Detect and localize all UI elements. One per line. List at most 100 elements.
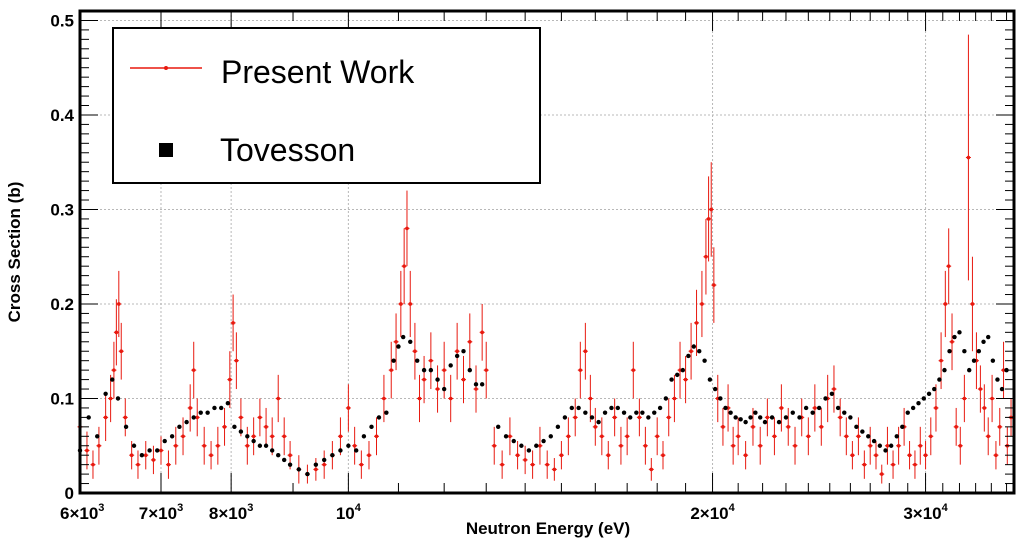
tovesson-point (576, 405, 581, 411)
x-tick-label-exponent: 4 (942, 502, 949, 514)
tovesson-point (269, 448, 275, 453)
x-tick-label-exponent: 3 (247, 502, 253, 514)
present-work-point (743, 453, 748, 457)
x-tick-label: 6×103 (60, 502, 104, 523)
present-work-point (694, 321, 699, 325)
present-work-point (1001, 368, 1006, 372)
x-tick-label: 2×104 (690, 502, 735, 523)
tovesson-point (926, 391, 932, 396)
tovesson-point (860, 429, 865, 434)
tovesson-point (999, 386, 1005, 392)
tovesson-point (346, 443, 351, 448)
tovesson-point (110, 377, 115, 382)
tovesson-point (816, 405, 822, 411)
present-work-point (655, 434, 659, 439)
present-work-point (786, 425, 791, 429)
present-work-point (709, 207, 714, 212)
present-work-point (245, 443, 250, 448)
present-work-point (689, 349, 693, 354)
legend-tovesson-label: Tovesson (220, 132, 355, 168)
present-work-point (222, 425, 227, 429)
y-tick-label: 0.3 (50, 200, 74, 219)
present-work-point (448, 396, 453, 401)
tovesson-point (448, 363, 453, 368)
tovesson-point (396, 344, 401, 349)
present-work-point (896, 443, 901, 448)
present-work-point (806, 434, 811, 439)
tovesson-point (866, 434, 871, 439)
present-work-point (382, 396, 386, 401)
tovesson-point (883, 448, 888, 453)
present-work-point (276, 396, 281, 401)
tovesson-point (541, 438, 546, 444)
x-tick-label-exponent: 4 (729, 502, 736, 514)
present-work-point (758, 443, 763, 448)
present-work-point (850, 453, 855, 457)
tovesson-point (986, 334, 991, 340)
present-work-point (474, 387, 478, 391)
present-work-point (683, 377, 688, 382)
present-work-point (85, 448, 89, 453)
present-work-point (943, 302, 948, 306)
tovesson-point (823, 396, 828, 401)
present-work-point (112, 368, 116, 372)
tovesson-point (697, 349, 702, 354)
tovesson-point (921, 396, 927, 401)
tovesson-point (225, 401, 231, 406)
tovesson-point (888, 443, 894, 448)
present-work-point (188, 406, 192, 410)
tovesson-point (384, 410, 389, 415)
legend-box (112, 27, 541, 184)
tovesson-point (810, 410, 815, 415)
present-work-point (966, 155, 971, 160)
present-work-point (862, 462, 867, 467)
tovesson-point (932, 386, 937, 392)
tovesson-point (758, 415, 763, 420)
present-work-point (166, 462, 171, 467)
present-work-point (143, 453, 148, 457)
tovesson-point (995, 377, 1000, 382)
present-work-point (530, 462, 535, 467)
present-work-point (874, 453, 878, 457)
present-work-point (950, 339, 954, 344)
tovesson-point (615, 405, 621, 411)
tovesson-point (281, 457, 287, 463)
present-work-point (117, 302, 121, 306)
tovesson-point (753, 410, 758, 415)
present-work-point (538, 443, 542, 448)
present-work-point (907, 453, 912, 457)
plot-frame (78, 9, 1016, 495)
present-work-point (736, 434, 740, 439)
present-work-point (413, 349, 417, 354)
present-work-point (103, 415, 108, 420)
present-work-point (606, 453, 611, 457)
tovesson-point (205, 410, 210, 415)
present-work-point (838, 415, 842, 420)
tovesson-point (652, 410, 657, 415)
present-work-point (700, 302, 704, 306)
x-tick-label: 3×104 (903, 502, 948, 523)
present-work-point (181, 434, 185, 439)
tovesson-point (916, 401, 921, 406)
tovesson-point (376, 415, 382, 420)
tovesson-point (361, 434, 367, 439)
tovesson-point (408, 339, 413, 344)
present-work-point (706, 217, 711, 221)
present-work-point (637, 415, 642, 420)
tovesson-point (435, 377, 440, 382)
present-work-point (934, 406, 938, 410)
tovesson-point (338, 448, 343, 453)
present-work-point (202, 443, 206, 448)
tovesson-point (894, 434, 899, 439)
tovesson-point (640, 410, 645, 415)
present-work-point (666, 415, 671, 420)
tovesson-point (707, 377, 713, 382)
tovesson-point (251, 438, 256, 444)
present-work-point (352, 443, 357, 448)
legend-present-work-label: Present Work (221, 54, 415, 90)
tovesson-point (686, 353, 691, 359)
tovesson-point (952, 334, 957, 340)
tovesson-point (848, 415, 853, 420)
tovesson-point (421, 367, 427, 373)
present-work-point (288, 453, 292, 457)
